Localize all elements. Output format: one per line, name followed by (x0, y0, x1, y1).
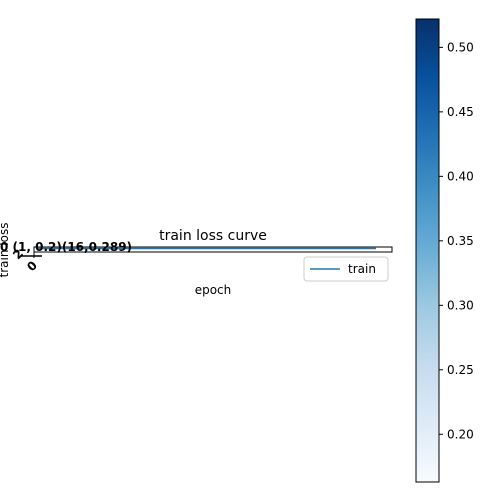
colorbar-ticks: 0.20 0.25 0.30 0.35 0.40 0.45 0.50 (439, 40, 474, 441)
colorbar-tick-label: 0.45 (447, 105, 474, 119)
colorbar-tick-label: 0.25 (447, 363, 474, 377)
colorbar (415, 18, 440, 483)
colorbar-tick-label: 0.20 (447, 427, 474, 441)
plot-area (33, 246, 393, 253)
legend: train (303, 256, 389, 282)
legend-frame (303, 256, 389, 282)
legend-label: train (348, 262, 376, 276)
colorbar-tick-label: 0.40 (447, 169, 474, 183)
colorbar-tick-label: 0.35 (447, 234, 474, 248)
y-axis-label: train loss (0, 223, 11, 278)
x-axis-label: epoch (195, 283, 232, 297)
chart-title: train loss curve (159, 228, 267, 244)
colorbar-tick-label: 0.30 (447, 298, 474, 312)
tick-glyph-0: 0 (24, 258, 40, 274)
colorbar-tick-label: 0.50 (447, 40, 474, 54)
overlapping-annotation: 0 (1, 0.2)(16,0.289) (0, 240, 132, 254)
